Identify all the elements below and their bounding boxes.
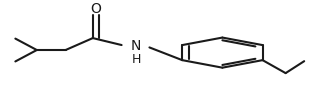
Text: N: N	[131, 39, 141, 53]
Text: O: O	[90, 2, 101, 16]
Text: H: H	[131, 53, 141, 66]
